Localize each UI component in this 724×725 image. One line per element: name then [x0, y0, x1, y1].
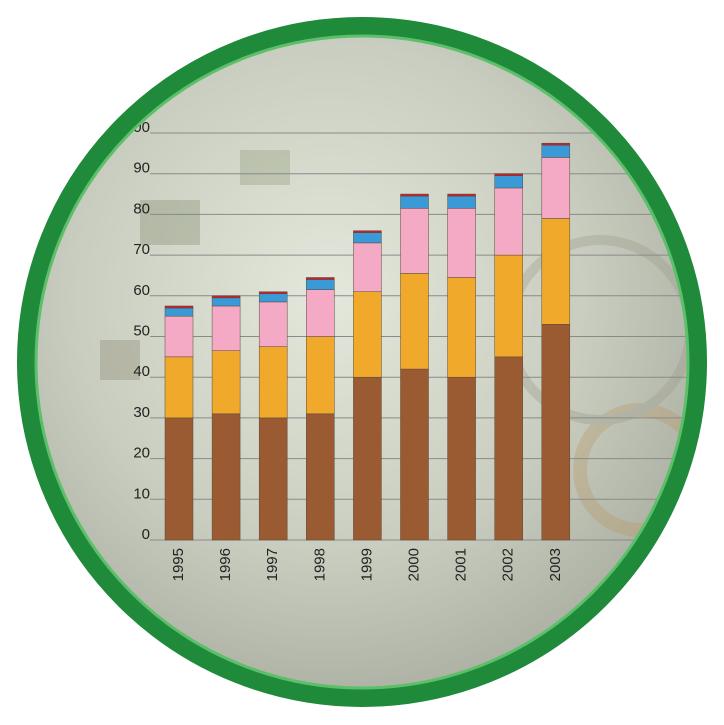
bar-segment	[353, 230, 382, 233]
bar-segment	[306, 279, 335, 290]
y-tick-label: 60	[133, 282, 150, 299]
y-tick-label: 30	[133, 404, 150, 421]
bar-segment	[164, 307, 194, 317]
bar-segment	[258, 293, 288, 303]
x-tick-label: 1998	[311, 548, 328, 581]
bar-segment	[541, 324, 571, 541]
bar-segment	[353, 376, 382, 541]
bar-segment	[400, 195, 429, 209]
bar-segment	[306, 277, 335, 280]
bar-segment	[541, 218, 571, 325]
bar-segment	[211, 350, 241, 415]
bar-segment	[494, 173, 523, 176]
bar-segment	[306, 413, 335, 541]
bar-segment	[447, 208, 476, 278]
y-tick-label: 20	[133, 445, 150, 462]
x-tick-label: 1995	[170, 548, 187, 581]
bar-segment	[211, 295, 241, 299]
bar-segment	[400, 273, 429, 370]
bar-segment	[353, 232, 382, 244]
bar-segment	[164, 315, 194, 358]
y-tick-label: 70	[133, 241, 150, 258]
bar-segment	[494, 175, 523, 189]
bar-segment	[494, 254, 523, 358]
x-tick-label: 2000	[405, 548, 422, 581]
bar-segment	[306, 289, 335, 337]
x-tick-label: 1997	[264, 548, 281, 581]
y-tick-label: 10	[133, 485, 150, 502]
bar-segment	[258, 417, 288, 541]
y-tick-label: 90	[133, 160, 150, 177]
bar-segment	[541, 142, 571, 146]
bar-segment	[306, 336, 335, 415]
bar-segment	[447, 376, 476, 541]
bar-segment	[541, 157, 571, 219]
bar-segment	[258, 346, 288, 419]
bar-segment	[211, 297, 241, 307]
y-tick-label: 0	[142, 526, 150, 543]
bar-segment	[494, 356, 523, 541]
bar-segment	[353, 291, 382, 378]
bar-segment	[353, 242, 382, 292]
bar-segment	[211, 305, 241, 351]
bar-segment	[447, 195, 476, 209]
x-tick-label: 2003	[547, 548, 564, 581]
bar-segment	[400, 368, 429, 541]
bar-segment	[164, 305, 194, 309]
bar-segment	[541, 144, 571, 158]
y-tick-label: 40	[133, 363, 150, 380]
x-tick-label: 2001	[453, 548, 470, 581]
bar-segment	[400, 208, 429, 274]
bar-segment	[447, 193, 476, 197]
x-tick-label: 1996	[217, 548, 234, 581]
ring	[17, 17, 707, 707]
bar-segment	[494, 187, 523, 256]
y-tick-label: 50	[133, 322, 150, 339]
x-tick-label: 2002	[500, 548, 517, 581]
ring-highlight	[34, 34, 690, 690]
x-tick-label: 1999	[358, 548, 375, 581]
bar-segment	[164, 417, 194, 541]
bar-segment	[258, 301, 288, 347]
y-tick-label: 80	[133, 200, 150, 217]
bar-segment	[258, 291, 288, 295]
bar-segment	[447, 277, 476, 378]
bar-segment	[164, 356, 194, 419]
bar-segment	[211, 413, 241, 541]
bar-segment	[400, 193, 429, 197]
